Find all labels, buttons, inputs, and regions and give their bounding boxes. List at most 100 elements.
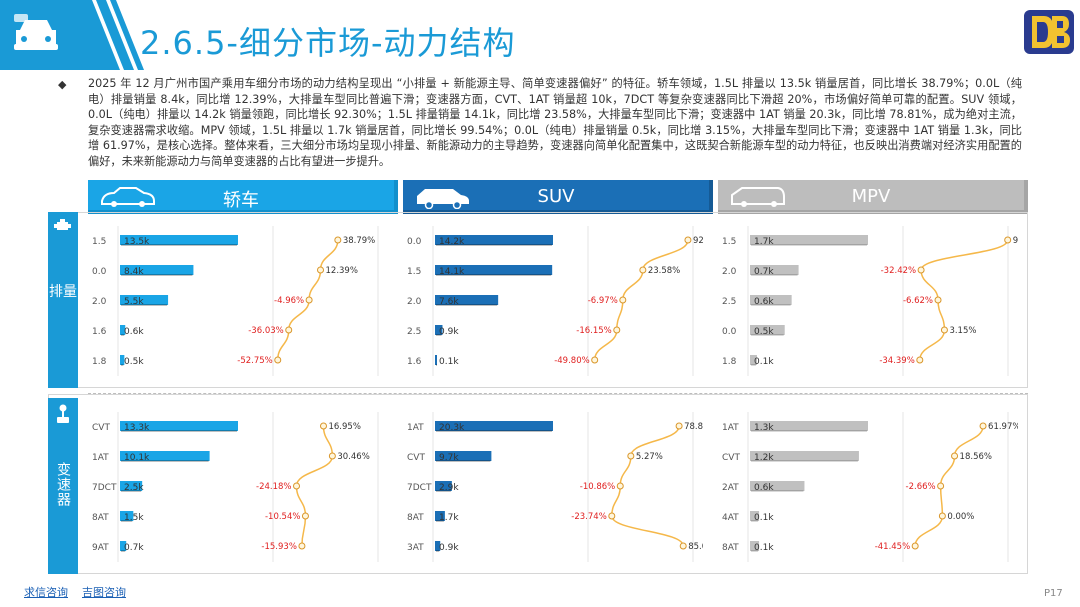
footer-link-qiuxin[interactable]: 求信咨询: [24, 586, 68, 599]
growth-point: [293, 482, 301, 490]
bar: [120, 481, 143, 491]
growth-data-label: -36.03%: [248, 326, 283, 336]
category-tick-label: 7DCT: [92, 483, 117, 493]
engine-icon: [54, 219, 71, 230]
category-header-suv: SUV: [403, 180, 713, 214]
bar: [750, 481, 805, 491]
category-label: MPV: [851, 186, 891, 207]
side-label-text: 变速器: [55, 462, 71, 507]
category-tick-label: 0.0: [407, 237, 422, 247]
growth-data-label: 5.27%: [636, 452, 663, 462]
bar-value-label: 0.6k: [754, 483, 774, 493]
bar-value-label: 13.3k: [124, 423, 150, 433]
section-divider: [88, 393, 1028, 394]
bar-value-label: 0.1k: [754, 513, 774, 523]
bar: [435, 451, 492, 461]
bar-value-label: 2.9k: [439, 483, 459, 493]
growth-point: [1004, 236, 1012, 244]
category-tick-label: 3AT: [407, 543, 424, 553]
bar: [750, 355, 757, 365]
growth-point: [639, 266, 647, 274]
category-tick-label: 2.0: [722, 267, 737, 277]
growth-point: [911, 542, 919, 550]
category-tick-label: 2AT: [722, 483, 739, 493]
brand-logo: [1024, 10, 1074, 54]
category-tick-label: 1.6: [407, 357, 422, 367]
category-tick-label: CVT: [407, 453, 425, 463]
category-tick-label: 8AT: [722, 543, 739, 553]
bar-value-label: 0.1k: [754, 357, 774, 367]
growth-data-label: 23.58%: [648, 266, 680, 276]
growth-data-label: -16.15%: [576, 326, 611, 336]
bar-value-label: 0.7k: [124, 543, 144, 553]
category-tick-label: 1AT: [722, 423, 739, 433]
category-tick-label: 4AT: [722, 513, 739, 523]
category-tick-label: 1.5: [722, 237, 736, 247]
growth-data-label: -10.86%: [580, 482, 615, 492]
bar-value-label: 7.6k: [439, 297, 459, 307]
growth-point: [684, 236, 692, 244]
growth-data-label: 18.56%: [960, 452, 992, 462]
growth-data-label: -32.42%: [881, 266, 916, 276]
category-header-sedan: 轿车: [88, 180, 398, 214]
category-tick-label: 1.5: [407, 267, 421, 277]
growth-point: [917, 266, 925, 274]
category-tick-label: 2.5: [407, 327, 421, 337]
growth-point: [951, 452, 959, 460]
sedan-icon: [101, 187, 155, 207]
bar: [120, 265, 194, 275]
growth-line: [295, 425, 334, 547]
suv-icon: [417, 189, 469, 209]
growth-data-label: 16.95%: [328, 422, 360, 432]
growth-point: [934, 296, 942, 304]
growth-data-label: 85.08%: [688, 542, 703, 552]
growth-data-label: -6.97%: [588, 296, 618, 306]
growth-data-label: -6.62%: [903, 296, 933, 306]
bar-value-label: 8.4k: [124, 267, 144, 277]
growth-point: [319, 422, 327, 430]
bar: [120, 511, 134, 521]
bar: [750, 295, 792, 305]
category-tick-label: 2.0: [92, 297, 107, 307]
growth-data-label: 92.30%: [693, 236, 703, 246]
category-tick-label: 7DCT: [407, 483, 432, 493]
bar: [435, 355, 437, 365]
category-label: SUV: [537, 186, 575, 207]
bar-value-label: 10.1k: [124, 453, 150, 463]
bar: [435, 295, 499, 305]
chart-panel-SUV-变速器: 1AT 20.3k CVT 9.7k 7DCT 2.9k 8AT 1.7k 3AT 0.9k 78.…: [407, 412, 703, 562]
bar-value-label: 0.1k: [439, 357, 459, 367]
bar: [435, 481, 452, 491]
bar-value-label: 0.5k: [754, 327, 774, 337]
category-header-mpv: MPV: [718, 180, 1028, 214]
category-tick-label: 2.0: [407, 297, 422, 307]
growth-point: [298, 542, 306, 550]
bar: [120, 325, 126, 335]
footer-link-jitu[interactable]: 吉图咨询: [82, 586, 126, 599]
bar-value-label: 0.1k: [754, 543, 774, 553]
growth-point: [616, 482, 624, 490]
bar: [750, 325, 785, 335]
growth-point: [317, 266, 325, 274]
bar: [120, 355, 125, 365]
bar: [435, 421, 553, 431]
bar: [435, 265, 553, 275]
growth-point: [591, 356, 599, 364]
bar-value-label: 1.7k: [754, 237, 774, 247]
chart-panel-MPV-排量: 1.5 1.7k 2.0 0.7k 2.5 0.6k 0.0 0.5k 1.8 0.1k 99.54…: [722, 226, 1018, 376]
growth-data-label: -23.74%: [571, 512, 606, 522]
category-tick-label: 8AT: [407, 513, 424, 523]
growth-point: [675, 422, 683, 430]
bar: [435, 325, 443, 335]
growth-point: [940, 326, 948, 334]
growth-point: [285, 326, 293, 334]
bar: [750, 235, 868, 245]
growth-data-label: -2.66%: [906, 482, 936, 492]
bar-value-label: 1.2k: [754, 453, 774, 463]
page-title: 2.6.5-细分市场-动力结构: [140, 24, 516, 62]
bar: [750, 421, 868, 431]
growth-data-label: -41.45%: [875, 542, 910, 552]
growth-point: [937, 482, 945, 490]
category-tick-label: CVT: [722, 453, 740, 463]
category-tick-label: 1.5: [92, 237, 106, 247]
